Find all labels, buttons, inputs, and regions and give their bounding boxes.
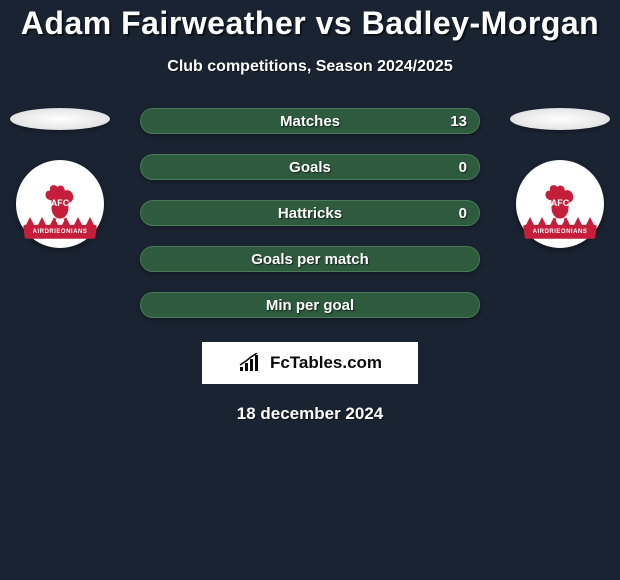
- stat-row-goals: Goals 0: [140, 154, 480, 180]
- stat-row-min-per-goal: Min per goal: [140, 292, 480, 318]
- date-text: 18 december 2024: [0, 404, 620, 424]
- brand-box: FcTables.com: [202, 342, 418, 384]
- badge-inner-left: AFC AIRDRIEONIANS: [21, 165, 99, 243]
- badge-inner-right: AFC AIRDRIEONIANS: [521, 165, 599, 243]
- chart-icon: [238, 353, 264, 373]
- badge-banner-right: AIRDRIEONIANS: [523, 225, 597, 239]
- svg-text:AFC: AFC: [551, 198, 570, 208]
- stat-label: Matches: [280, 113, 340, 130]
- stat-row-goals-per-match: Goals per match: [140, 246, 480, 272]
- player-left-ellipse: [10, 108, 110, 130]
- stat-label: Goals: [289, 159, 331, 176]
- stat-value: 13: [450, 113, 467, 130]
- banner-text-left: AIRDRIEONIANS: [32, 229, 87, 235]
- badge-triangles: [526, 217, 594, 225]
- banner-text-right: AIRDRIEONIANS: [532, 229, 587, 235]
- club-badge-left: AFC AIRDRIEONIANS: [16, 160, 104, 248]
- badge-banner-left: AIRDRIEONIANS: [23, 225, 97, 239]
- stat-label: Min per goal: [266, 297, 354, 314]
- subtitle: Club competitions, Season 2024/2025: [0, 58, 620, 76]
- brand-text: FcTables.com: [270, 353, 382, 373]
- player-left-column: AFC AIRDRIEONIANS: [10, 108, 110, 248]
- page-title: Adam Fairweather vs Badley-Morgan: [0, 5, 620, 42]
- badge-triangles: [26, 217, 94, 225]
- player-right-ellipse: [510, 108, 610, 130]
- stat-value: 0: [459, 205, 467, 222]
- stats-column: Matches 13 Goals 0 Hattricks 0 Goals per…: [140, 108, 480, 318]
- stat-row-hattricks: Hattricks 0: [140, 200, 480, 226]
- svg-text:AFC: AFC: [51, 198, 70, 208]
- stat-row-matches: Matches 13: [140, 108, 480, 134]
- stat-value: 0: [459, 159, 467, 176]
- stat-label: Hattricks: [278, 205, 342, 222]
- player-right-column: AFC AIRDRIEONIANS: [510, 108, 610, 248]
- main-container: Adam Fairweather vs Badley-Morgan Club c…: [0, 0, 620, 580]
- stats-wrapper: AFC AIRDRIEONIANS Matches 13 Goals: [0, 108, 620, 318]
- stat-label: Goals per match: [251, 251, 369, 268]
- club-badge-right: AFC AIRDRIEONIANS: [516, 160, 604, 248]
